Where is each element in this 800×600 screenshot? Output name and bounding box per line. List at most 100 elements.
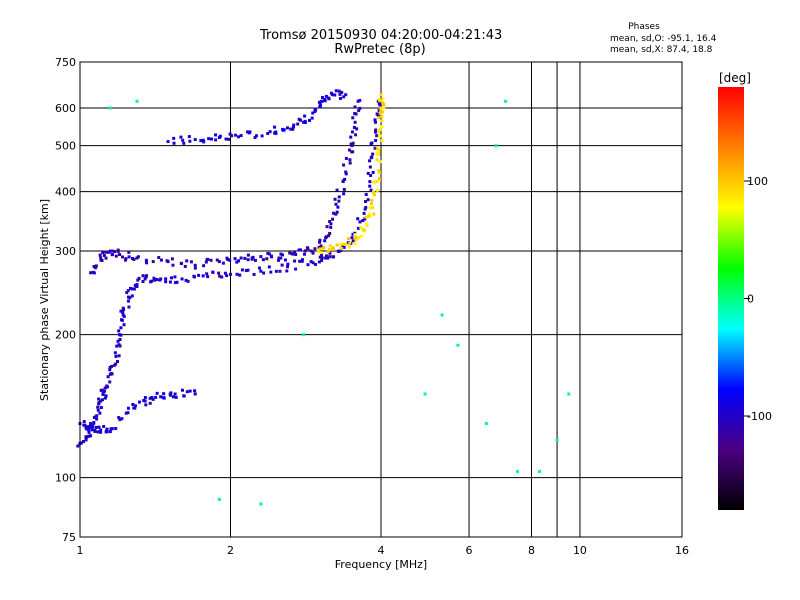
data-point <box>127 305 131 309</box>
data-point <box>127 255 131 259</box>
data-point <box>217 271 221 275</box>
data-point <box>375 158 379 162</box>
data-point <box>133 404 137 408</box>
colorbar-tick-label: -100 <box>747 410 772 423</box>
data-point <box>319 251 323 255</box>
data-point <box>130 287 134 291</box>
data-point <box>354 235 358 239</box>
data-point <box>155 391 159 395</box>
data-point <box>309 249 313 253</box>
data-point <box>348 241 352 245</box>
data-point <box>116 249 120 253</box>
data-point <box>234 133 238 137</box>
data-point <box>357 236 361 240</box>
data-point <box>202 264 206 268</box>
data-point <box>154 395 158 399</box>
data-point <box>207 137 211 141</box>
data-point <box>328 231 332 235</box>
data-point <box>179 135 183 139</box>
data-point <box>379 93 383 97</box>
data-point <box>101 391 105 395</box>
data-point <box>371 206 375 210</box>
data-point <box>229 272 232 276</box>
y-tick-label: 75 <box>62 531 76 544</box>
data-point <box>150 396 154 400</box>
data-point <box>369 202 373 206</box>
data-point <box>320 259 324 263</box>
data-point <box>324 235 328 239</box>
data-point <box>92 271 96 275</box>
data-point <box>240 268 244 272</box>
colorbar-tick-label: 0 <box>747 293 754 306</box>
data-point <box>336 205 340 209</box>
data-point <box>253 136 257 140</box>
data-point <box>193 263 197 267</box>
data-point <box>181 138 185 142</box>
data-point <box>362 228 366 232</box>
data-point <box>143 395 147 399</box>
data-point <box>262 271 266 275</box>
data-point <box>273 125 277 129</box>
data-point <box>309 260 313 264</box>
data-point <box>377 152 381 156</box>
data-point <box>214 133 218 137</box>
data-point <box>342 187 346 191</box>
data-point <box>162 392 166 396</box>
x-tick-labels: 1 2 4 6 8 10 16 <box>77 544 690 557</box>
data-point <box>351 150 355 154</box>
data-point <box>311 251 315 255</box>
data-point <box>182 394 186 398</box>
data-point <box>377 102 381 106</box>
data-point <box>96 408 100 412</box>
data-point <box>356 226 360 230</box>
data-point <box>91 424 95 428</box>
data-point <box>456 343 460 347</box>
data-point <box>374 128 378 132</box>
data-point <box>183 264 187 268</box>
data-point <box>382 105 386 109</box>
data-point <box>347 245 351 249</box>
data-point <box>303 252 307 256</box>
data-point <box>225 274 229 278</box>
data-point <box>353 120 357 124</box>
data-point <box>126 299 130 303</box>
data-point <box>116 360 120 364</box>
data-point <box>338 92 342 96</box>
data-point <box>84 435 88 439</box>
data-point <box>192 275 196 279</box>
data-point <box>221 261 225 265</box>
data-point <box>373 118 377 122</box>
data-point <box>317 100 321 104</box>
data-point <box>342 192 346 196</box>
data-point <box>121 313 125 317</box>
data-point <box>379 109 383 113</box>
data-point <box>372 180 376 184</box>
data-point <box>238 273 242 277</box>
data-point <box>254 134 258 138</box>
data-point <box>205 272 209 276</box>
data-point <box>94 425 98 429</box>
data-point <box>217 260 221 264</box>
data-point <box>377 109 381 113</box>
data-point <box>344 156 348 160</box>
data-point <box>276 258 280 262</box>
data-point <box>93 428 97 432</box>
data-point <box>201 274 205 278</box>
data-point <box>94 264 98 268</box>
data-point <box>303 119 307 123</box>
data-point <box>99 428 103 432</box>
data-point <box>220 275 224 279</box>
data-point <box>368 159 372 163</box>
data-point <box>103 396 107 400</box>
data-point <box>285 269 289 273</box>
data-point <box>87 434 91 438</box>
data-point <box>106 375 110 379</box>
data-point <box>268 130 272 134</box>
data-point <box>99 399 103 403</box>
data-point <box>283 258 287 262</box>
data-point <box>109 372 113 376</box>
data-point <box>320 99 324 103</box>
data-point <box>245 130 249 134</box>
data-point <box>285 126 289 130</box>
data-point <box>302 333 306 337</box>
